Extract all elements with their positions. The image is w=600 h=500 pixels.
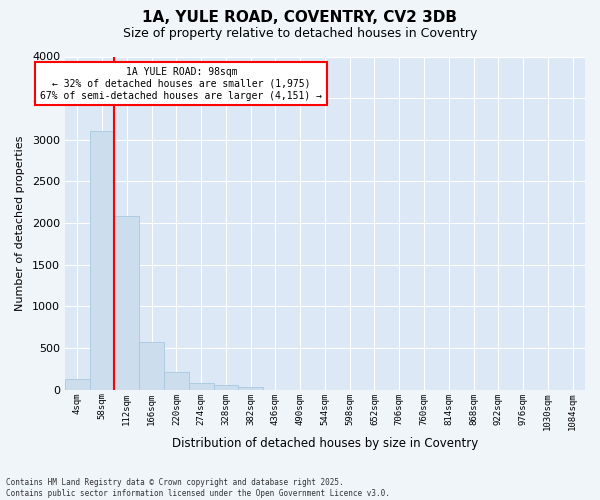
Bar xyxy=(139,342,164,390)
Bar xyxy=(65,379,89,390)
Bar xyxy=(238,386,263,390)
Y-axis label: Number of detached properties: Number of detached properties xyxy=(15,136,25,311)
Text: Size of property relative to detached houses in Coventry: Size of property relative to detached ho… xyxy=(123,28,477,40)
Text: Contains HM Land Registry data © Crown copyright and database right 2025.
Contai: Contains HM Land Registry data © Crown c… xyxy=(6,478,390,498)
X-axis label: Distribution of detached houses by size in Coventry: Distribution of detached houses by size … xyxy=(172,437,478,450)
Text: 1A YULE ROAD: 98sqm
← 32% of detached houses are smaller (1,975)
67% of semi-det: 1A YULE ROAD: 98sqm ← 32% of detached ho… xyxy=(40,68,322,100)
Text: 1A, YULE ROAD, COVENTRY, CV2 3DB: 1A, YULE ROAD, COVENTRY, CV2 3DB xyxy=(143,10,458,25)
Bar xyxy=(214,386,238,390)
Bar xyxy=(115,216,139,390)
Bar xyxy=(164,372,189,390)
Bar xyxy=(89,132,115,390)
Bar xyxy=(189,383,214,390)
